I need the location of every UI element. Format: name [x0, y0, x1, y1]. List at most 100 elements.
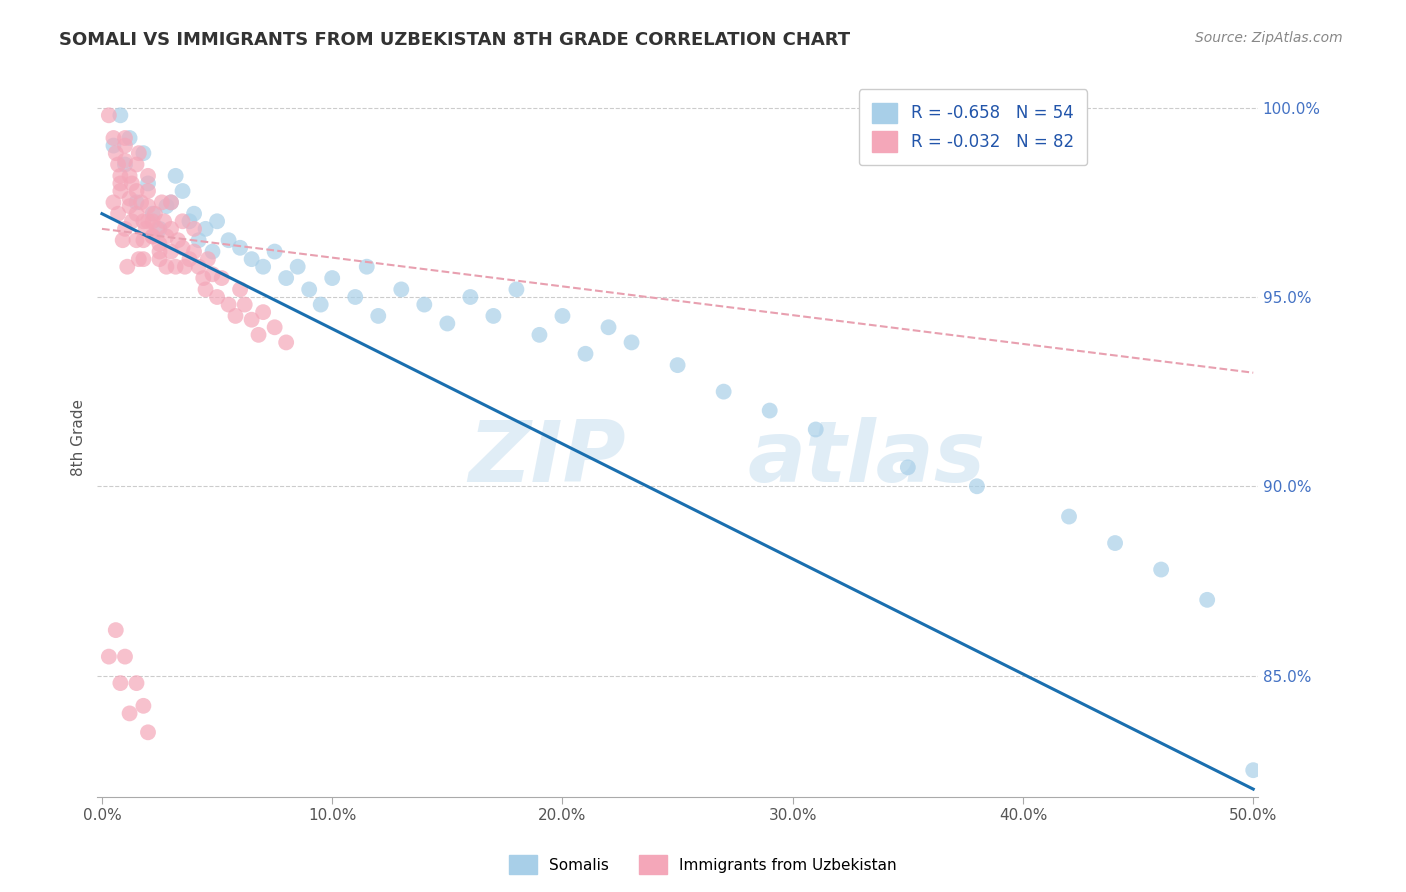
- Point: [482, 309, 505, 323]
- Point: [551, 309, 574, 323]
- Legend: R = -0.658   N = 54, R = -0.032   N = 82: R = -0.658 N = 54, R = -0.032 N = 82: [859, 89, 1087, 165]
- Point: [118, 192, 141, 206]
- Point: [153, 214, 176, 228]
- Point: [142, 207, 165, 221]
- Point: [110, 169, 132, 183]
- Point: [128, 252, 150, 267]
- Point: [218, 297, 240, 311]
- Point: [118, 131, 141, 145]
- Point: [142, 229, 165, 244]
- Point: [529, 327, 551, 342]
- Point: [574, 347, 596, 361]
- Point: [201, 267, 224, 281]
- Point: [183, 222, 205, 236]
- Point: [666, 358, 689, 372]
- Point: [179, 214, 201, 228]
- Point: [103, 138, 125, 153]
- Point: [128, 146, 150, 161]
- Point: [118, 199, 141, 213]
- Point: [118, 169, 141, 183]
- Point: [897, 460, 920, 475]
- Point: [121, 177, 143, 191]
- Point: [1241, 763, 1264, 777]
- Point: [966, 479, 988, 493]
- Point: [413, 297, 436, 311]
- Point: [160, 195, 183, 210]
- Point: [1057, 509, 1080, 524]
- Point: [233, 297, 256, 311]
- Point: [160, 222, 183, 236]
- Point: [107, 157, 129, 171]
- Point: [344, 290, 367, 304]
- Point: [240, 252, 263, 267]
- Point: [160, 244, 183, 259]
- Point: [135, 222, 157, 236]
- Point: [183, 244, 205, 259]
- Point: [252, 305, 274, 319]
- Point: [136, 177, 159, 191]
- Point: [146, 222, 169, 236]
- Point: [114, 157, 136, 171]
- Point: [197, 252, 219, 267]
- Point: [309, 297, 332, 311]
- Point: [111, 233, 134, 247]
- Point: [201, 244, 224, 259]
- Point: [713, 384, 735, 399]
- Text: ZIP: ZIP: [468, 417, 626, 500]
- Point: [252, 260, 274, 274]
- Point: [389, 282, 412, 296]
- Point: [1104, 536, 1126, 550]
- Point: [142, 214, 165, 228]
- Point: [160, 195, 183, 210]
- Point: [118, 706, 141, 721]
- Point: [367, 309, 389, 323]
- Point: [148, 252, 170, 267]
- Point: [143, 207, 166, 221]
- Point: [172, 241, 194, 255]
- Point: [97, 108, 120, 122]
- Point: [125, 157, 148, 171]
- Point: [321, 271, 343, 285]
- Point: [114, 131, 136, 145]
- Point: [205, 214, 228, 228]
- Point: [125, 233, 148, 247]
- Point: [148, 237, 170, 252]
- Point: [136, 184, 159, 198]
- Point: [155, 199, 177, 213]
- Point: [155, 260, 177, 274]
- Point: [165, 260, 187, 274]
- Point: [110, 108, 132, 122]
- Point: [125, 195, 148, 210]
- Point: [97, 649, 120, 664]
- Point: [1150, 563, 1173, 577]
- Point: [165, 169, 187, 183]
- Point: [117, 260, 139, 274]
- Point: [229, 241, 252, 255]
- Point: [148, 222, 170, 236]
- Point: [114, 138, 136, 153]
- Text: atlas: atlas: [747, 417, 986, 500]
- Point: [114, 649, 136, 664]
- Point: [136, 214, 159, 228]
- Point: [194, 282, 217, 296]
- Point: [436, 317, 458, 331]
- Point: [287, 260, 309, 274]
- Point: [110, 184, 132, 198]
- Point: [179, 252, 201, 267]
- Point: [298, 282, 321, 296]
- Point: [104, 623, 127, 637]
- Point: [129, 195, 152, 210]
- Point: [132, 698, 155, 713]
- Point: [224, 309, 246, 323]
- Point: [183, 207, 205, 221]
- Point: [132, 214, 155, 228]
- Point: [194, 222, 217, 236]
- Point: [110, 676, 132, 690]
- Point: [132, 252, 155, 267]
- Point: [187, 260, 209, 274]
- Point: [172, 214, 194, 228]
- Point: [276, 335, 298, 350]
- Point: [172, 184, 194, 198]
- Point: [150, 195, 173, 210]
- Point: [187, 233, 209, 247]
